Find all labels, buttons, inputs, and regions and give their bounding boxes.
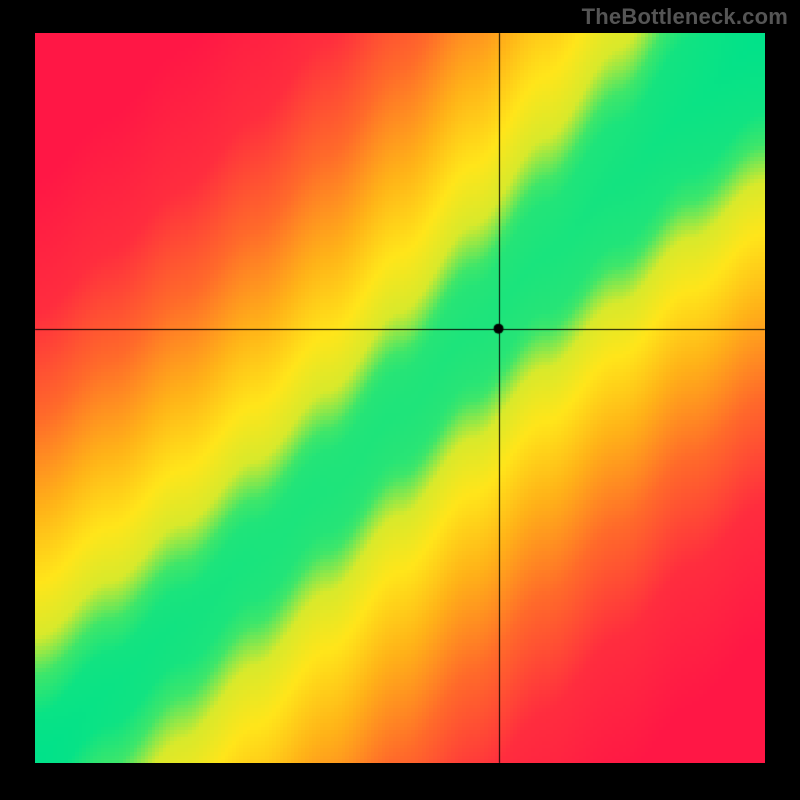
crosshair-overlay [0, 0, 800, 800]
chart-container: TheBottleneck.com [0, 0, 800, 800]
watermark-text: TheBottleneck.com [582, 4, 788, 30]
